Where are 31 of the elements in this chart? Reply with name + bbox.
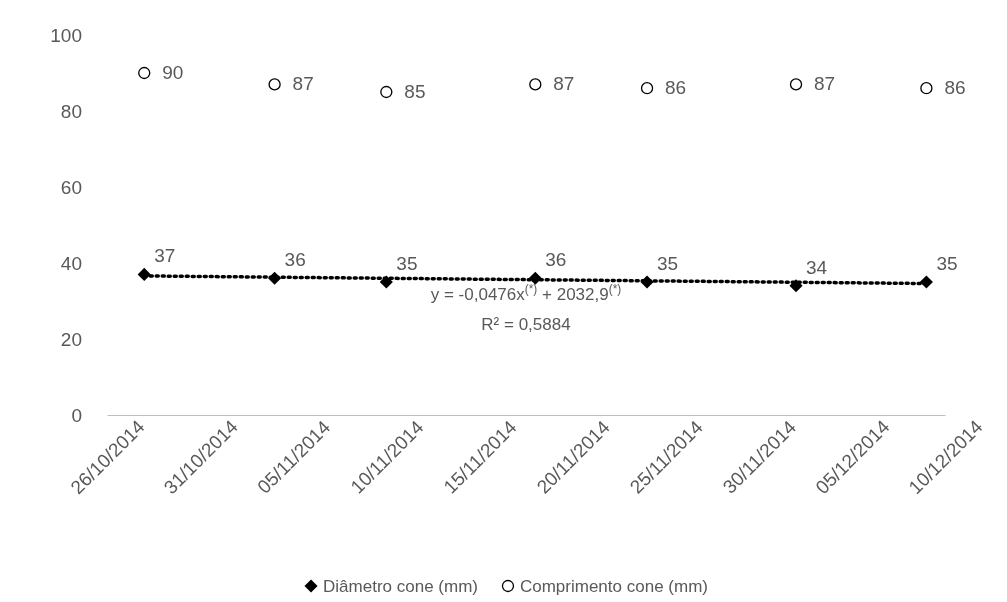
data-label: 87 bbox=[553, 73, 575, 95]
point bbox=[529, 78, 542, 91]
data-label: 35 bbox=[657, 253, 679, 274]
y-tick-label: 60 bbox=[60, 176, 82, 198]
data-label: 36 bbox=[284, 249, 306, 271]
data-label: 87 bbox=[292, 73, 314, 95]
point bbox=[789, 78, 803, 91]
point bbox=[268, 78, 281, 91]
data-label: 35 bbox=[396, 253, 418, 274]
data-label: 37 bbox=[154, 245, 176, 267]
data-label: 36 bbox=[545, 249, 567, 271]
data-label: 90 bbox=[162, 62, 184, 83]
data-label: 87 bbox=[814, 73, 836, 95]
y-tick-label: 20 bbox=[60, 328, 82, 350]
data-label: 35 bbox=[936, 253, 958, 274]
y-tick-label: 80 bbox=[60, 100, 82, 122]
data-label: 86 bbox=[665, 77, 687, 99]
point bbox=[920, 82, 933, 95]
legend-label: Diâmetro cone (mm) bbox=[323, 577, 478, 596]
point bbox=[380, 85, 393, 99]
y-tick-label: 0 bbox=[71, 404, 82, 426]
y-tick-label: 100 bbox=[50, 24, 82, 46]
data-label: 85 bbox=[404, 81, 426, 102]
legend-label: Comprimento cone (mm) bbox=[519, 577, 708, 596]
y-tick-label: 40 bbox=[60, 252, 82, 274]
point bbox=[640, 82, 654, 95]
annotation: R² = 0,5884 bbox=[481, 315, 571, 334]
annotation: y = -0,0476x$^{(*)}$ + 2032,9$^{(*)}$ bbox=[430, 282, 622, 304]
data-label: 34 bbox=[806, 256, 828, 278]
point bbox=[138, 66, 151, 80]
data-label: 86 bbox=[944, 77, 966, 99]
